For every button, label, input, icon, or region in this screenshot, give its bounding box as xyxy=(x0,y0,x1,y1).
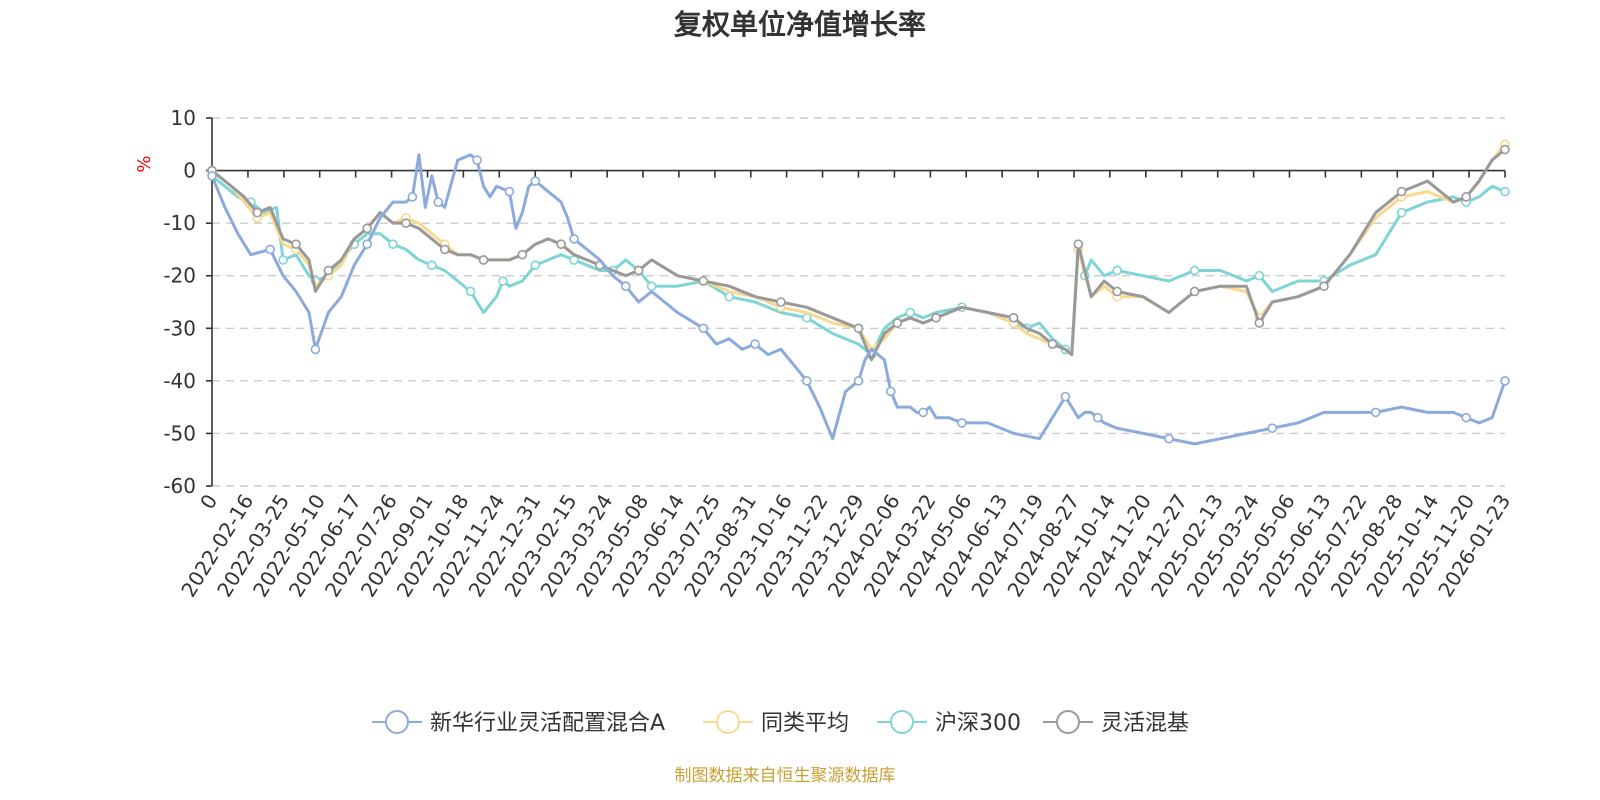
data-point xyxy=(556,239,566,249)
data-point xyxy=(905,307,916,318)
y-tick-label: -10 xyxy=(163,211,196,235)
data-point xyxy=(407,192,418,202)
data-point xyxy=(478,255,489,265)
data-point xyxy=(1073,239,1084,249)
y-tick-label: 0 xyxy=(183,159,196,183)
legend-label: 新华行业灵活配置混合A xyxy=(430,711,665,736)
legend-circle-icon xyxy=(716,710,740,734)
data-point xyxy=(1189,265,1200,276)
data-point xyxy=(569,234,579,244)
data-point xyxy=(498,276,508,286)
data-point xyxy=(776,297,786,307)
data-point xyxy=(207,171,217,181)
chart-title: 复权单位净值增长率 xyxy=(674,8,926,41)
data-point xyxy=(388,239,398,249)
y-axis-tick-labels: 10 0 -10 -20 -30 -40 -50 -60 xyxy=(163,106,196,498)
series-0 xyxy=(207,153,1510,446)
data-point xyxy=(530,176,541,186)
data-point xyxy=(252,207,263,218)
y-tick-label: -50 xyxy=(163,421,196,445)
data-point xyxy=(1112,265,1122,276)
legend-circle-icon xyxy=(1056,710,1080,734)
data-point xyxy=(853,376,864,386)
data-point xyxy=(1461,192,1472,202)
data-point xyxy=(1500,144,1510,155)
x-tick-label: 0 xyxy=(195,490,222,514)
y-tick-label: -60 xyxy=(163,474,196,498)
y-axis-unit-label: % xyxy=(134,155,155,172)
data-point xyxy=(362,223,372,234)
data-point xyxy=(517,249,528,260)
data-point xyxy=(1092,412,1103,423)
data-point xyxy=(1189,286,1200,297)
data-point xyxy=(504,186,515,197)
data-point xyxy=(1254,270,1265,281)
data-point xyxy=(1500,376,1510,386)
data-point xyxy=(1254,318,1265,328)
data-point xyxy=(633,265,644,276)
data-point xyxy=(1060,391,1071,402)
data-point xyxy=(750,339,760,349)
data-point xyxy=(1396,207,1407,218)
data-point xyxy=(918,407,928,418)
legend-circle-icon xyxy=(890,710,914,734)
data-point xyxy=(1396,186,1407,197)
data-point xyxy=(472,155,482,165)
data-point xyxy=(698,276,709,286)
legend: 新华行业灵活配置混合A 同类平均 沪深300 灵活混基 xyxy=(372,710,1189,736)
series-line xyxy=(210,153,1507,446)
data-point xyxy=(1008,312,1019,323)
data-point xyxy=(362,239,372,249)
data-point xyxy=(465,286,476,297)
data-point xyxy=(931,312,941,323)
data-point xyxy=(278,255,288,265)
data-point xyxy=(886,386,896,397)
data-point xyxy=(1319,281,1329,292)
legend-label: 同类平均 xyxy=(761,711,849,736)
data-point xyxy=(265,244,275,255)
y-tick-label: -30 xyxy=(163,316,196,340)
data-point xyxy=(1370,407,1381,418)
legend-circle-icon xyxy=(385,710,409,734)
series-3 xyxy=(207,144,1510,362)
data-point xyxy=(323,265,334,276)
data-point xyxy=(291,239,301,249)
data-point xyxy=(530,260,541,271)
data-point xyxy=(646,281,657,292)
data-point xyxy=(801,376,812,386)
data-point xyxy=(724,291,735,302)
data-point xyxy=(892,318,903,328)
y-tick-label: -40 xyxy=(163,369,196,393)
data-point xyxy=(853,323,864,334)
legend-item-0[interactable]: 新华行业灵活配置混合A xyxy=(372,710,665,736)
legend-label: 沪深300 xyxy=(935,711,1021,736)
data-point xyxy=(401,218,411,228)
data-point xyxy=(620,281,631,292)
data-point xyxy=(1164,433,1174,444)
series-lines xyxy=(207,139,1510,446)
y-tick-label: 10 xyxy=(171,106,196,130)
axes xyxy=(206,117,1506,487)
y-tick-label: -20 xyxy=(163,264,196,288)
data-point xyxy=(439,244,450,255)
x-axis-tick-labels: 02022-02-162022-03-252022-05-102022-06-1… xyxy=(176,490,1515,601)
data-point xyxy=(1267,423,1278,433)
data-point xyxy=(1047,339,1058,349)
legend-item-3[interactable]: 灵活混基 xyxy=(1043,710,1189,736)
data-point xyxy=(310,344,321,355)
data-point xyxy=(957,418,967,428)
legend-item-1[interactable]: 同类平均 xyxy=(703,710,849,736)
data-point xyxy=(427,260,437,271)
data-point xyxy=(1112,286,1122,297)
legend-item-2[interactable]: 沪深300 xyxy=(877,710,1021,736)
legend-label: 灵活混基 xyxy=(1101,711,1189,736)
source-note: 制图数据来自恒生聚源数据库 xyxy=(675,766,896,786)
data-point xyxy=(1461,412,1472,423)
data-point xyxy=(433,197,444,207)
data-point xyxy=(698,323,709,334)
data-point xyxy=(1500,186,1510,197)
